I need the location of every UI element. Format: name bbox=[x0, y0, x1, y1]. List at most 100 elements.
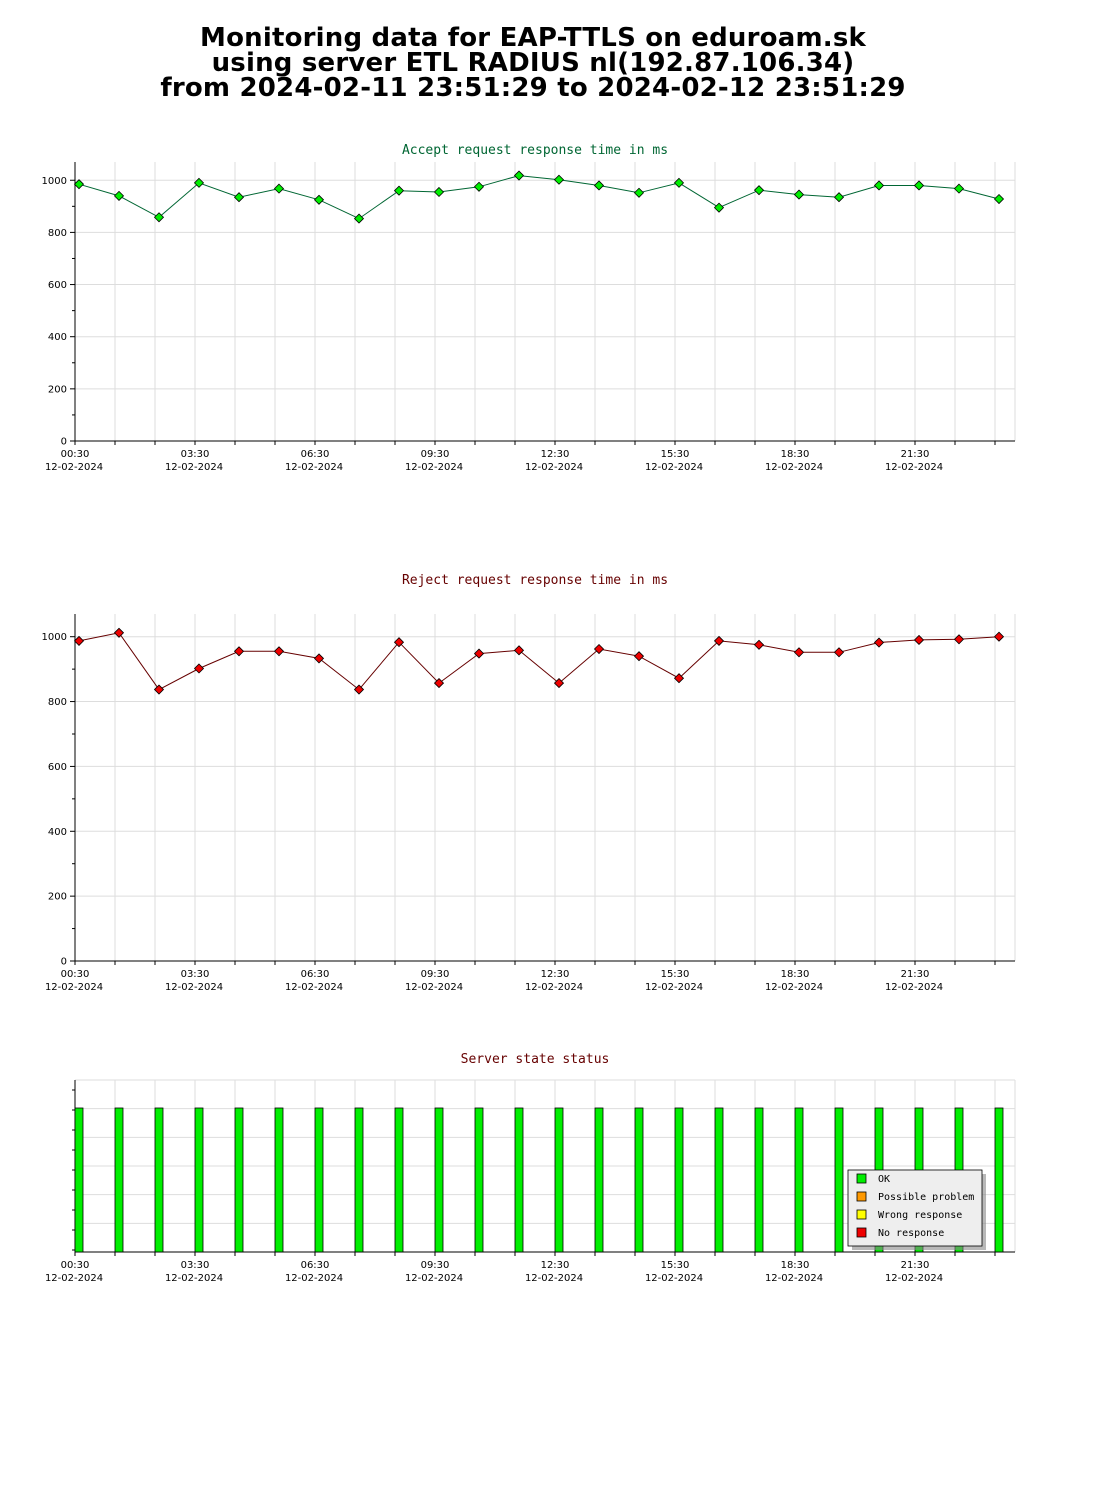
x-tick-label-date: 12-02-2024 bbox=[285, 462, 343, 473]
data-point bbox=[793, 647, 805, 658]
data-point bbox=[873, 180, 885, 191]
series-line bbox=[78, 175, 1000, 220]
data-point bbox=[233, 192, 245, 203]
y-tick-label: 0 bbox=[61, 957, 67, 968]
legend-box bbox=[847, 1169, 983, 1247]
status-bar bbox=[434, 1107, 444, 1253]
legend-label: OK bbox=[878, 1174, 890, 1185]
page-header: Monitoring data for EAP-TTLS on eduroam.… bbox=[0, 23, 1066, 103]
x-tick-label-time: 12:30 bbox=[541, 969, 570, 980]
data-point bbox=[633, 651, 645, 662]
legend-swatch bbox=[856, 1209, 867, 1220]
x-tick-label-time: 21:30 bbox=[901, 1260, 930, 1271]
data-point bbox=[753, 639, 765, 650]
data-point bbox=[73, 179, 85, 190]
x-tick-label-date: 12-02-2024 bbox=[45, 462, 103, 473]
status-bar bbox=[714, 1107, 724, 1253]
x-tick-label-time: 06:30 bbox=[301, 1260, 330, 1271]
legend-swatch bbox=[856, 1227, 867, 1238]
data-point bbox=[713, 635, 725, 646]
data-point bbox=[673, 177, 685, 188]
x-tick-label-time: 12:30 bbox=[541, 1260, 570, 1271]
status-bar bbox=[194, 1107, 204, 1253]
status-bar bbox=[754, 1107, 764, 1253]
x-tick-label-date: 12-02-2024 bbox=[645, 462, 703, 473]
x-tick-label-date: 12-02-2024 bbox=[405, 462, 463, 473]
data-point bbox=[513, 645, 525, 656]
data-point bbox=[193, 177, 205, 188]
status-bar bbox=[674, 1107, 684, 1253]
y-tick-label: 400 bbox=[48, 827, 67, 838]
x-tick-label-date: 12-02-2024 bbox=[885, 462, 943, 473]
chart-title: Reject request response time in ms bbox=[402, 573, 668, 588]
status-bar bbox=[514, 1107, 524, 1253]
x-tick-label-date: 12-02-2024 bbox=[165, 982, 223, 993]
data-point bbox=[233, 646, 245, 657]
x-tick-label-date: 12-02-2024 bbox=[525, 982, 583, 993]
header-line-1: Monitoring data for EAP-TTLS on eduroam.… bbox=[200, 23, 866, 53]
x-tick-label-time: 09:30 bbox=[421, 1260, 450, 1271]
x-tick-label-date: 12-02-2024 bbox=[45, 982, 103, 993]
data-point bbox=[673, 673, 685, 684]
x-tick-label-date: 12-02-2024 bbox=[285, 982, 343, 993]
status-bar bbox=[234, 1107, 244, 1253]
data-point bbox=[833, 647, 845, 658]
data-point bbox=[553, 174, 565, 185]
x-tick-label-date: 12-02-2024 bbox=[405, 982, 463, 993]
status-bar bbox=[474, 1107, 484, 1253]
x-tick-label-time: 09:30 bbox=[421, 449, 450, 460]
data-point bbox=[393, 637, 405, 648]
status-bar bbox=[354, 1107, 364, 1253]
y-tick-label: 0 bbox=[61, 437, 67, 448]
data-point bbox=[953, 634, 965, 645]
data-point bbox=[113, 190, 125, 201]
x-tick-label-time: 06:30 bbox=[301, 449, 330, 460]
legend-label: Possible problem bbox=[878, 1192, 974, 1203]
status-bar bbox=[994, 1107, 1004, 1253]
data-point bbox=[273, 646, 285, 657]
header-line-3: from 2024-02-11 23:51:29 to 2024-02-12 2… bbox=[160, 73, 906, 103]
x-tick-label-date: 12-02-2024 bbox=[885, 982, 943, 993]
x-tick-label-date: 12-02-2024 bbox=[165, 462, 223, 473]
y-tick-label: 1000 bbox=[42, 176, 67, 187]
data-point bbox=[153, 212, 165, 223]
data-point bbox=[833, 192, 845, 203]
x-tick-label-time: 06:30 bbox=[301, 969, 330, 980]
data-point bbox=[913, 180, 925, 191]
status-bar bbox=[314, 1107, 324, 1253]
legend-label: No response bbox=[878, 1228, 944, 1239]
data-point bbox=[593, 180, 605, 191]
x-tick-label-date: 12-02-2024 bbox=[885, 1273, 943, 1284]
y-tick-label: 800 bbox=[48, 697, 67, 708]
data-point bbox=[353, 213, 365, 224]
data-point bbox=[353, 684, 365, 695]
data-point bbox=[313, 194, 325, 205]
data-point bbox=[793, 189, 805, 200]
data-point bbox=[633, 187, 645, 198]
data-point bbox=[753, 185, 765, 196]
chart-title: Server state status bbox=[461, 1052, 610, 1067]
status-bar bbox=[114, 1107, 124, 1253]
x-tick-label-date: 12-02-2024 bbox=[645, 982, 703, 993]
legend-swatch bbox=[856, 1173, 867, 1184]
data-point bbox=[73, 635, 85, 646]
y-tick-label: 200 bbox=[48, 892, 67, 903]
data-point bbox=[873, 637, 885, 648]
status-bar bbox=[154, 1107, 164, 1253]
x-tick-label-time: 00:30 bbox=[61, 1260, 90, 1271]
x-tick-label-time: 15:30 bbox=[661, 449, 690, 460]
header-line-2: using server ETL RADIUS nl(192.87.106.34… bbox=[211, 48, 855, 78]
x-tick-label-date: 12-02-2024 bbox=[765, 462, 823, 473]
data-point bbox=[993, 631, 1005, 642]
data-point bbox=[593, 643, 605, 655]
data-point bbox=[313, 653, 325, 664]
y-tick-label: 800 bbox=[48, 228, 67, 239]
y-tick-label: 1000 bbox=[42, 632, 67, 643]
data-point bbox=[153, 684, 165, 695]
data-point bbox=[713, 202, 725, 213]
status-bar bbox=[834, 1107, 844, 1253]
x-tick-label-time: 15:30 bbox=[661, 1260, 690, 1271]
data-point bbox=[953, 183, 965, 194]
y-tick-label: 600 bbox=[48, 280, 67, 291]
